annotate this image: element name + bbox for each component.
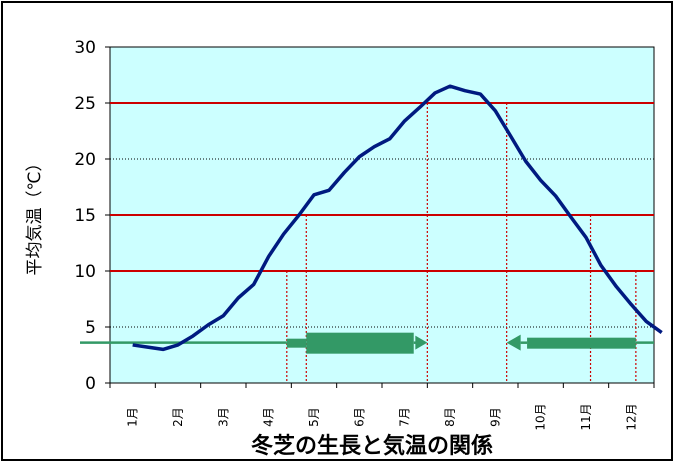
series-line <box>132 84 663 352</box>
x-tick-label: 12月 <box>624 403 638 430</box>
spring-growth-thin-bar <box>286 338 307 348</box>
x-tick-label: 2月 <box>171 407 185 427</box>
y-tick-labels: 0 5 10 15 20 25 30 <box>74 38 110 394</box>
chart-title: 冬芝の生長と気温の関係 <box>251 433 493 459</box>
y-tick-label: 30 <box>74 38 96 58</box>
spring-arrow-head <box>415 335 428 350</box>
y-tick-label: 10 <box>74 262 96 282</box>
y-tick-label: 20 <box>74 150 96 170</box>
x-tick-label: 9月 <box>488 407 502 427</box>
x-tick-label: 8月 <box>443 407 457 427</box>
x-tick-label: 4月 <box>262 407 276 427</box>
y-tick-label: 5 <box>85 318 96 338</box>
x-tick-labels: 1月 2月 3月 4月 5月 6月 7月 8月 9月 10月 11月 12月 <box>109 383 655 431</box>
x-tick-label: 7月 <box>398 407 412 427</box>
x-tick-label: 11月 <box>579 403 593 430</box>
x-tick-label: 3月 <box>216 407 230 427</box>
autumn-growth-bar <box>527 337 636 349</box>
y-axis-label: 平均気温（℃） <box>25 154 45 275</box>
y-tick-label: 25 <box>74 94 96 114</box>
x-tick-label: 10月 <box>534 403 548 430</box>
autumn-arrow-head <box>506 334 521 351</box>
y-tick-label: 0 <box>85 374 96 394</box>
spring-growth-thick-bar <box>306 332 414 354</box>
x-tick-label: 6月 <box>352 407 366 427</box>
grid-lines <box>110 102 654 328</box>
x-tick-label: 1月 <box>126 407 140 427</box>
x-tick-label: 5月 <box>307 407 321 427</box>
y-tick-label: 15 <box>74 206 96 226</box>
